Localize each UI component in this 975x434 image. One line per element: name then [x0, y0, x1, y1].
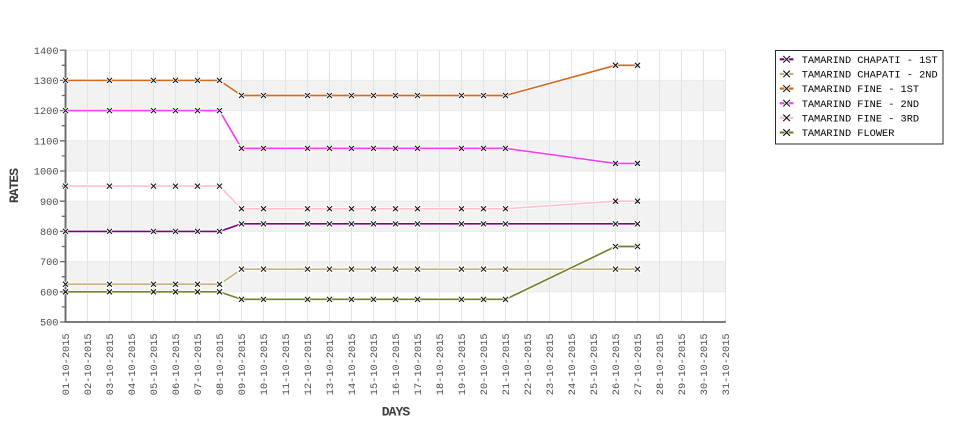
svg-text:TAMARIND FINE - 2ND: TAMARIND FINE - 2ND — [802, 99, 919, 111]
svg-text:05-10-2015: 05-10-2015 — [149, 333, 161, 395]
svg-text:18-10-2015: 18-10-2015 — [435, 333, 447, 395]
svg-text:09-10-2015: 09-10-2015 — [237, 333, 249, 395]
svg-text:23-10-2015: 23-10-2015 — [545, 333, 557, 395]
svg-text:900: 900 — [40, 197, 59, 209]
svg-text:12-10-2015: 12-10-2015 — [303, 333, 315, 395]
svg-text:24-10-2015: 24-10-2015 — [567, 333, 579, 395]
svg-text:17-10-2015: 17-10-2015 — [413, 333, 425, 395]
svg-text:TAMARIND CHAPATI - 2ND: TAMARIND CHAPATI - 2ND — [802, 70, 938, 82]
svg-text:21-10-2015: 21-10-2015 — [501, 333, 513, 395]
svg-text:10-10-2015: 10-10-2015 — [259, 333, 271, 395]
svg-text:RATES: RATES — [7, 168, 22, 203]
svg-text:11-10-2015: 11-10-2015 — [281, 333, 293, 395]
svg-text:27-10-2015: 27-10-2015 — [633, 333, 645, 395]
svg-text:19-10-2015: 19-10-2015 — [457, 333, 469, 395]
svg-text:08-10-2015: 08-10-2015 — [215, 333, 227, 395]
svg-text:01-10-2015: 01-10-2015 — [61, 333, 73, 395]
svg-text:TAMARIND FLOWER: TAMARIND FLOWER — [802, 128, 895, 140]
svg-text:600: 600 — [40, 287, 59, 299]
svg-text:1300: 1300 — [34, 76, 59, 88]
svg-text:22-10-2015: 22-10-2015 — [523, 333, 535, 395]
svg-text:500: 500 — [40, 318, 59, 330]
svg-text:25-10-2015: 25-10-2015 — [589, 333, 601, 395]
svg-text:07-10-2015: 07-10-2015 — [193, 333, 205, 395]
svg-text:TAMARIND FINE - 3RD: TAMARIND FINE - 3RD — [802, 113, 919, 125]
svg-text:15-10-2015: 15-10-2015 — [369, 333, 381, 395]
svg-text:16-10-2015: 16-10-2015 — [391, 333, 403, 395]
svg-text:1400: 1400 — [34, 46, 59, 58]
svg-text:26-10-2015: 26-10-2015 — [611, 333, 623, 395]
svg-text:800: 800 — [40, 227, 59, 239]
svg-text:28-10-2015: 28-10-2015 — [655, 333, 667, 395]
svg-text:1200: 1200 — [34, 106, 59, 118]
svg-text:DAYS: DAYS — [382, 405, 411, 420]
svg-text:03-10-2015: 03-10-2015 — [105, 333, 117, 395]
svg-text:1000: 1000 — [34, 167, 59, 179]
svg-text:700: 700 — [40, 257, 59, 269]
svg-text:02-10-2015: 02-10-2015 — [83, 333, 95, 395]
svg-text:TAMARIND FINE - 1ST: TAMARIND FINE - 1ST — [802, 84, 919, 96]
svg-text:TAMARIND CHAPATI - 1ST: TAMARIND CHAPATI - 1ST — [802, 55, 938, 67]
svg-text:04-10-2015: 04-10-2015 — [127, 333, 139, 395]
svg-text:06-10-2015: 06-10-2015 — [171, 333, 183, 395]
svg-text:30-10-2015: 30-10-2015 — [699, 333, 711, 395]
svg-text:20-10-2015: 20-10-2015 — [479, 333, 491, 395]
svg-text:13-10-2015: 13-10-2015 — [325, 333, 337, 395]
svg-text:1100: 1100 — [34, 136, 59, 148]
svg-text:29-10-2015: 29-10-2015 — [677, 333, 689, 395]
svg-text:31-10-2015: 31-10-2015 — [721, 333, 733, 395]
svg-text:14-10-2015: 14-10-2015 — [347, 333, 359, 395]
